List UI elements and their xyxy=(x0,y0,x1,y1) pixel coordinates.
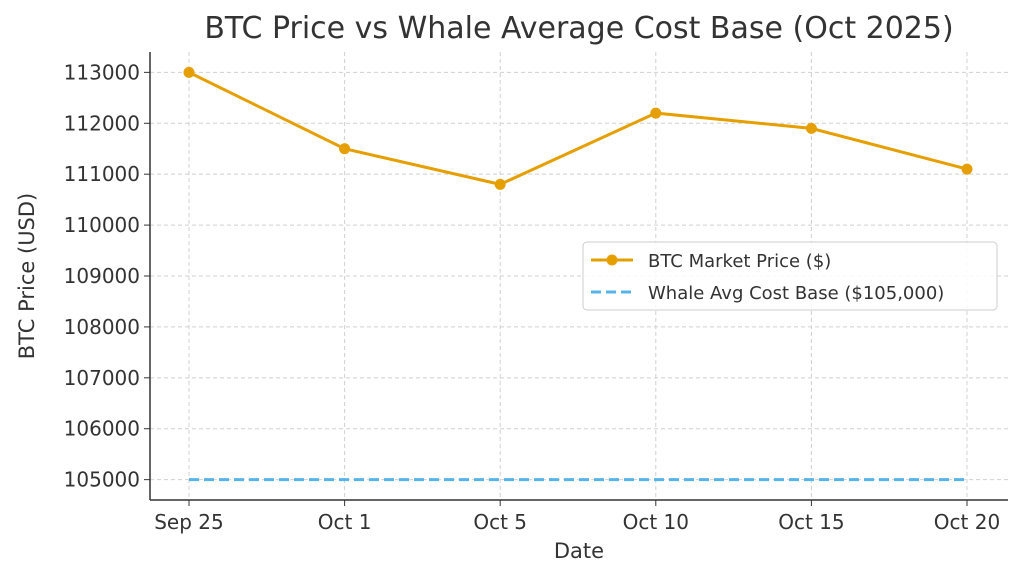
legend-label-whale-cost: Whale Avg Cost Base ($105,000) xyxy=(648,283,944,304)
legend-label-btc-price: BTC Market Price ($) xyxy=(648,251,831,272)
y-tick-label: 107000 xyxy=(64,366,140,390)
x-tick-label: Oct 1 xyxy=(318,510,372,534)
y-tick-label: 113000 xyxy=(64,60,140,84)
x-tick-label: Oct 15 xyxy=(778,510,844,534)
series-line-btc-price xyxy=(188,71,968,186)
legend-box xyxy=(582,241,998,311)
y-tick-label: 111000 xyxy=(64,162,140,186)
y-tick-label: 112000 xyxy=(64,111,140,135)
x-tick-label: Sep 25 xyxy=(154,510,224,534)
y-tick-label: 109000 xyxy=(64,264,140,288)
axes: Sep 25 Oct 1 Oct 5 Oct 10 Oct 15 Oct 20 105000… xyxy=(64,52,1008,534)
data-point-btc-price xyxy=(961,163,973,175)
y-tick-label: 106000 xyxy=(64,417,140,441)
x-tick-label: Oct 10 xyxy=(623,510,689,534)
data-point-btc-price xyxy=(805,122,817,134)
x-tick-label: Oct 20 xyxy=(934,510,1000,534)
legend: BTC Market Price ($) Whale Avg Cost Base… xyxy=(582,241,998,311)
y-tick-label: 108000 xyxy=(64,315,140,339)
data-point-btc-price xyxy=(650,107,662,119)
x-tick-label: Oct 5 xyxy=(473,510,527,534)
legend-marker-btc-price xyxy=(606,254,618,266)
data-point-btc-price xyxy=(183,66,195,78)
data-point-btc-price xyxy=(339,143,351,155)
series-layer xyxy=(183,66,973,482)
x-axis-label: Date xyxy=(554,539,604,563)
y-tick-label: 105000 xyxy=(64,468,140,492)
y-axis-label: BTC Price (USD) xyxy=(15,193,39,360)
data-point-btc-price xyxy=(494,178,506,190)
chart-title: BTC Price vs Whale Average Cost Base (Oc… xyxy=(204,11,953,46)
y-tick-label: 110000 xyxy=(64,213,140,237)
